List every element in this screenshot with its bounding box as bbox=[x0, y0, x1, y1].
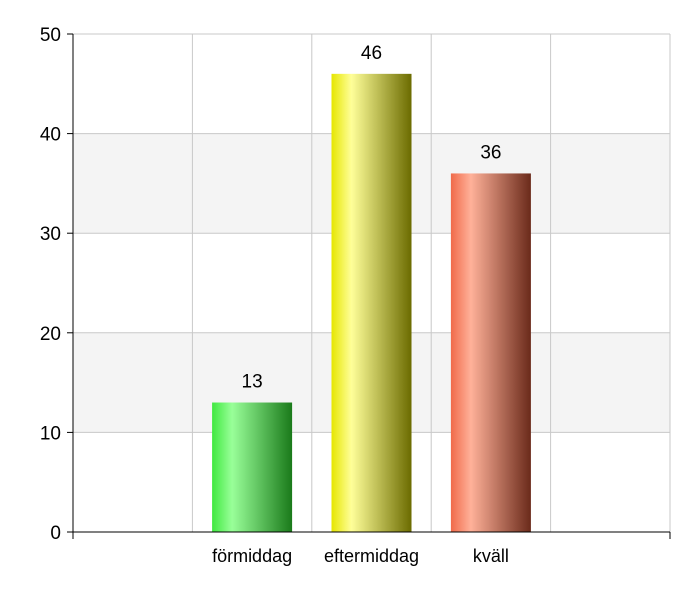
y-tick-labels: 0 10 20 30 40 50 bbox=[40, 25, 61, 544]
data-labels: 13 46 36 bbox=[242, 43, 502, 393]
bar-0 bbox=[212, 402, 293, 532]
y-tick-label-3: 30 bbox=[40, 224, 61, 245]
x-tick-label-2: kväll bbox=[473, 546, 509, 566]
y-tick-label-5: 50 bbox=[40, 25, 61, 46]
bar-1 bbox=[331, 73, 412, 532]
y-tick-label-4: 40 bbox=[40, 125, 61, 146]
x-tick-labels: förmiddag eftermiddag kväll bbox=[212, 546, 509, 566]
y-tick-label-0: 0 bbox=[50, 523, 61, 544]
x-tick-label-1: eftermiddag bbox=[324, 546, 419, 566]
y-tick-label-2: 20 bbox=[40, 324, 61, 345]
data-label-2: 36 bbox=[480, 142, 501, 163]
bars-group bbox=[212, 73, 531, 532]
data-label-1: 46 bbox=[361, 43, 382, 64]
x-tick-label-0: förmiddag bbox=[212, 546, 292, 566]
data-label-0: 13 bbox=[242, 372, 263, 393]
axes-group bbox=[67, 33, 671, 539]
bar-2 bbox=[450, 173, 531, 532]
y-tick-label-1: 10 bbox=[40, 423, 61, 444]
